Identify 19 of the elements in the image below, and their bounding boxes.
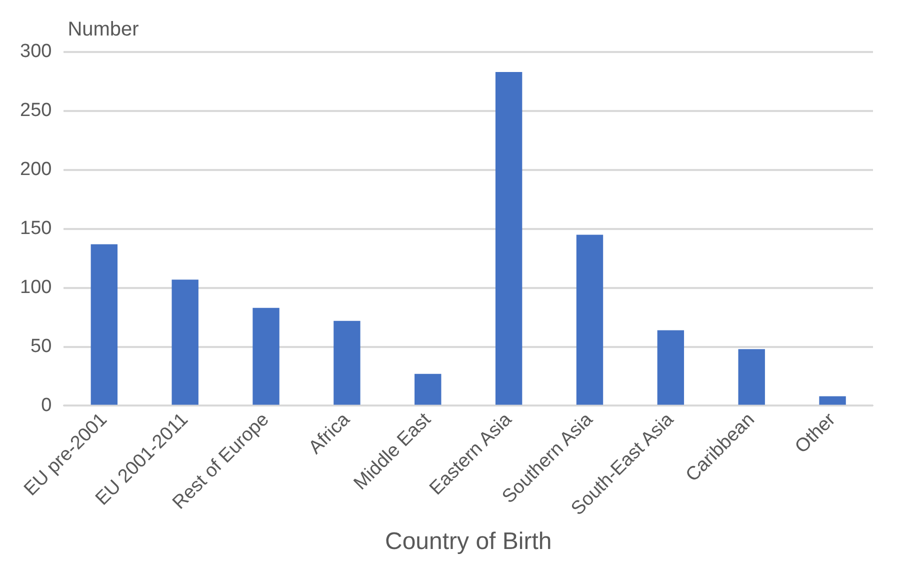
y-tick-label: 200	[20, 159, 52, 180]
bar	[657, 330, 684, 405]
y-tick-label: 50	[30, 336, 52, 358]
y-tick-label: 100	[20, 277, 52, 298]
bar	[252, 308, 280, 405]
bar	[334, 320, 360, 405]
bar	[819, 396, 846, 405]
bar	[172, 280, 198, 405]
bar	[738, 349, 765, 405]
y-axis-title: Number	[68, 18, 140, 41]
bar	[414, 374, 442, 405]
x-axis-title: Country of Birth	[384, 528, 552, 556]
bar	[90, 244, 118, 405]
y-tick-label: 300	[20, 41, 52, 62]
y-tick-label: 250	[20, 100, 52, 122]
y-tick-label: 150	[20, 218, 52, 240]
bar	[495, 72, 522, 405]
y-tick-label: 0	[41, 394, 52, 416]
bar	[576, 234, 604, 405]
